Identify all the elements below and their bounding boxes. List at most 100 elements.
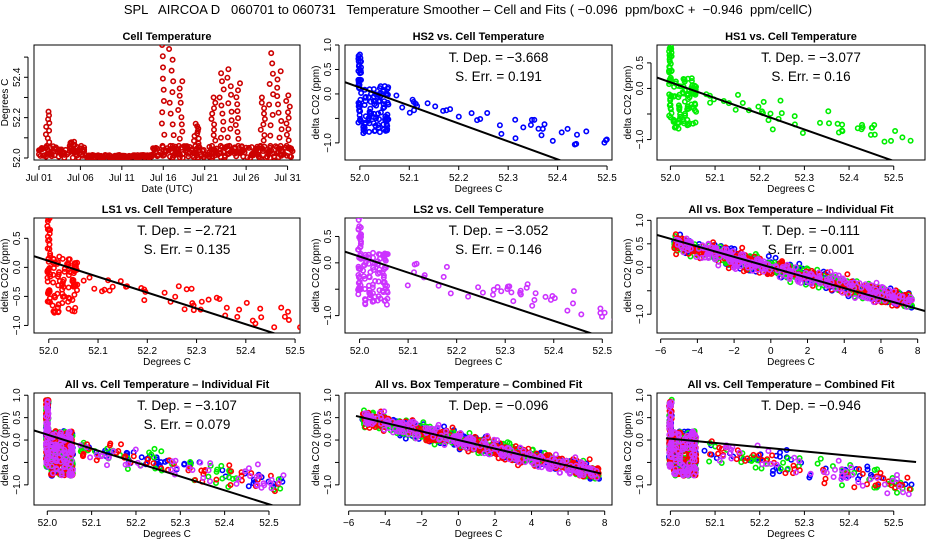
data-point-HS1 bbox=[799, 130, 806, 137]
data-point-LS2 bbox=[454, 432, 461, 439]
data-point-LS2 bbox=[908, 296, 915, 303]
data-point-LS1 bbox=[72, 260, 79, 267]
data-point-LS2 bbox=[530, 461, 537, 468]
data-point-LS2 bbox=[513, 454, 520, 461]
data-point-HS1 bbox=[668, 46, 675, 53]
data-point-HS1 bbox=[205, 473, 212, 480]
cell-temp-spike-point bbox=[195, 142, 202, 149]
data-point-LS2 bbox=[47, 452, 54, 459]
data-point-LS1 bbox=[856, 466, 863, 473]
cell-temp-spike-point bbox=[285, 137, 292, 144]
data-point-LS1 bbox=[80, 277, 87, 284]
data-point-HS1 bbox=[666, 56, 673, 63]
data-point-LS1 bbox=[71, 308, 78, 315]
data-point-LS2 bbox=[504, 283, 511, 290]
data-point-LS2 bbox=[460, 443, 467, 450]
cell-temp-spike-point bbox=[266, 101, 273, 108]
data-point-LS1 bbox=[872, 482, 879, 489]
cell-temp-spike-point bbox=[269, 70, 276, 77]
cell-temp-point bbox=[213, 145, 220, 152]
data-point-LS1 bbox=[790, 462, 797, 469]
y-tick-label: 1.0 bbox=[323, 388, 334, 402]
cell-temp-spike-point bbox=[220, 126, 227, 133]
data-point-HS2 bbox=[441, 423, 448, 430]
data-point-HS2 bbox=[615, 134, 619, 138]
data-point-HS2 bbox=[424, 100, 431, 107]
x-axis-label: Degrees C bbox=[767, 529, 815, 540]
data-point-HS2 bbox=[602, 137, 609, 144]
cell-temp-spike-point bbox=[283, 142, 290, 149]
x-tick-label: −4 bbox=[380, 518, 392, 529]
data-point-LS2 bbox=[369, 249, 376, 256]
data-point-LS1 bbox=[672, 231, 679, 238]
y-tick-label: 0.5 bbox=[12, 231, 23, 245]
data-point-LS1 bbox=[150, 460, 157, 467]
x-tick-label: 52.1 bbox=[400, 173, 420, 184]
data-point-HS1 bbox=[778, 110, 785, 117]
data-point-LS2 bbox=[355, 271, 362, 278]
data-point-HS2 bbox=[558, 129, 565, 136]
data-point-HS1 bbox=[207, 462, 214, 469]
data-point-LS2 bbox=[68, 449, 75, 456]
cell-temp-spike-point bbox=[209, 142, 216, 149]
data-point-LS2 bbox=[899, 489, 906, 496]
cell-temp-spike-point bbox=[159, 142, 166, 149]
data-point-HS1 bbox=[838, 482, 845, 489]
cell-temp-spike-point bbox=[261, 105, 268, 112]
data-point-HS1 bbox=[151, 445, 158, 452]
data-point-HS2 bbox=[181, 461, 188, 468]
data-point-LS2 bbox=[784, 261, 791, 268]
data-point-LS2 bbox=[405, 431, 412, 438]
data-point-HS2 bbox=[440, 107, 447, 114]
data-point-HS2 bbox=[520, 124, 527, 131]
plot-frame bbox=[656, 44, 926, 161]
data-point-LS2 bbox=[414, 432, 421, 439]
data-point-LS2 bbox=[369, 298, 376, 305]
data-point-LS2 bbox=[667, 445, 674, 452]
cell-temp-spike-point bbox=[176, 85, 183, 92]
cell-temp-spike-point bbox=[261, 132, 268, 139]
data-point-LS1 bbox=[46, 236, 53, 243]
y-axis-label: delta CO2 (ppm) bbox=[623, 66, 634, 140]
data-point-LS2 bbox=[580, 471, 587, 478]
y-axis-label: delta CO2 (ppm) bbox=[311, 239, 322, 313]
y-tick-label: −1.0 bbox=[635, 475, 646, 495]
cell-temp-spike-point bbox=[166, 99, 173, 106]
data-point-LS2 bbox=[680, 249, 687, 256]
data-point-LS2 bbox=[690, 446, 697, 453]
data-point-LS2 bbox=[517, 287, 524, 294]
data-point-LS2 bbox=[443, 263, 450, 270]
data-point-HS1 bbox=[874, 466, 881, 473]
y-tick-label: −1.0 bbox=[12, 315, 23, 335]
x-tick-label: 52.1 bbox=[88, 346, 108, 357]
cell-temp-spike-point bbox=[211, 105, 218, 112]
data-point-LS2 bbox=[43, 460, 50, 467]
data-point-LS2 bbox=[542, 293, 549, 300]
cell-temp-spike-point bbox=[158, 120, 165, 127]
tdep-annotation: T. Dep. = −0.111 bbox=[762, 223, 860, 238]
cell-temp-spike-point bbox=[277, 142, 284, 149]
fit-line bbox=[355, 414, 602, 475]
y-tick-label: −1.0 bbox=[323, 305, 334, 325]
data-point-HS2 bbox=[362, 94, 369, 101]
data-point-LS2 bbox=[676, 455, 683, 462]
cell-temp-spike-point bbox=[285, 126, 292, 133]
data-point-LS2 bbox=[258, 484, 265, 491]
data-point-LS1 bbox=[257, 305, 264, 312]
cell-temp-spike-point bbox=[177, 99, 184, 106]
cell-temp-spike-point bbox=[43, 123, 50, 130]
cell-temp-spike-point bbox=[283, 120, 290, 127]
points-layer bbox=[34, 396, 287, 505]
data-point-LS1 bbox=[227, 481, 234, 488]
data-point-LS2 bbox=[552, 451, 559, 458]
cell-temp-spike-point bbox=[260, 110, 267, 117]
data-point-LS1 bbox=[252, 320, 259, 327]
cell-temp-spike-point bbox=[235, 142, 242, 149]
data-point-LS1 bbox=[755, 452, 762, 459]
data-point-LS1 bbox=[188, 285, 195, 292]
fit-line bbox=[665, 437, 917, 464]
data-point-LS1 bbox=[707, 451, 714, 458]
cell-temp-spike-point bbox=[210, 94, 217, 101]
data-point-LS2 bbox=[570, 288, 577, 295]
